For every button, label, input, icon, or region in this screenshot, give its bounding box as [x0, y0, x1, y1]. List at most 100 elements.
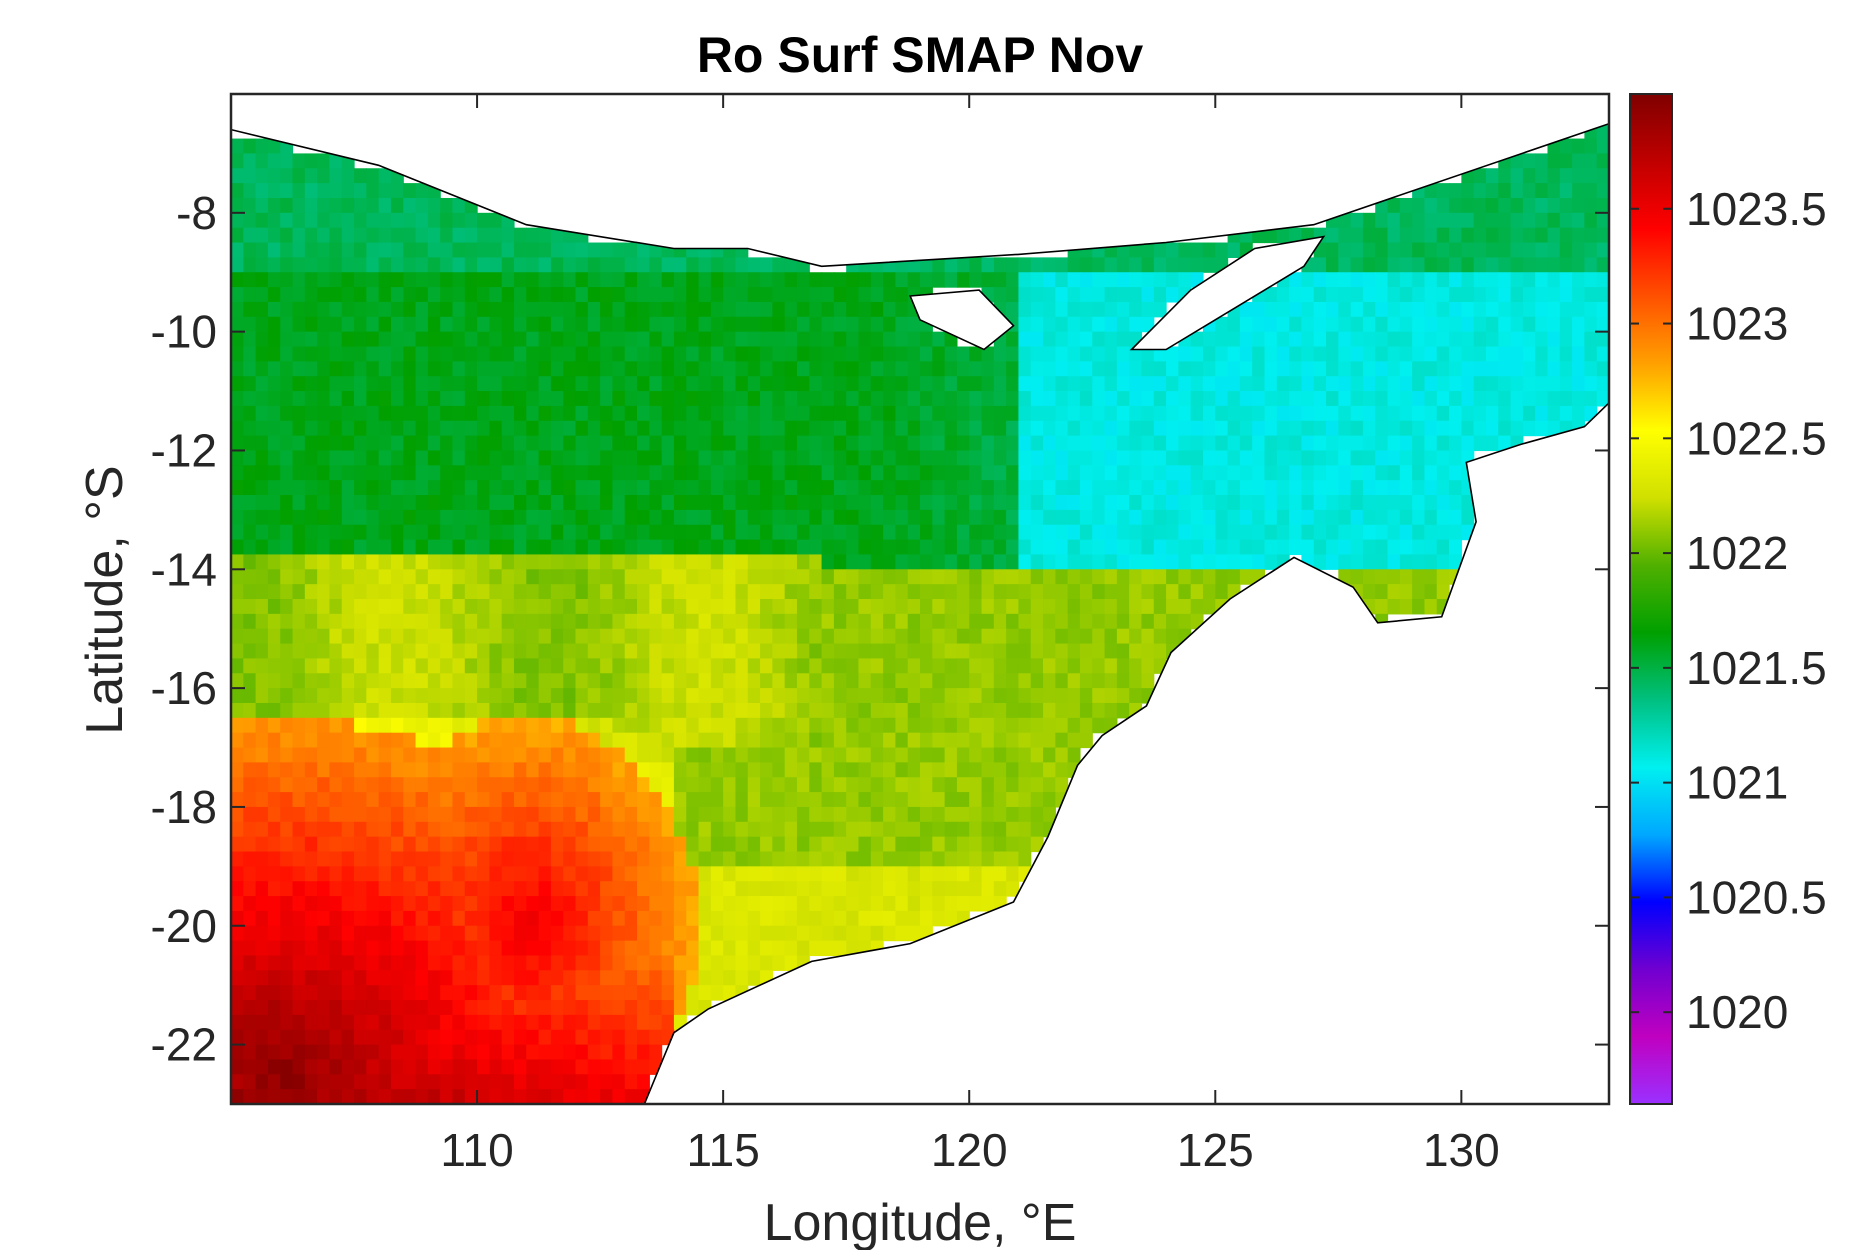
heatmap-cell: [624, 613, 638, 630]
heatmap-cell: [501, 777, 515, 793]
heatmap-cell: [796, 346, 810, 362]
heatmap-cell: [354, 806, 367, 823]
heatmap-cell: [587, 896, 601, 912]
heatmap-cell: [1264, 331, 1278, 348]
heatmap-cell: [231, 569, 244, 585]
heatmap-cell: [452, 197, 466, 214]
heatmap-cell: [1510, 376, 1524, 392]
heatmap-cell: [489, 702, 503, 719]
heatmap-cell: [501, 346, 515, 362]
heatmap-cell: [1264, 420, 1278, 437]
heatmap-cell: [440, 747, 454, 763]
heatmap-cell: [1153, 628, 1167, 645]
heatmap-cell: [1252, 301, 1266, 318]
heatmap-cell: [1116, 658, 1130, 674]
heatmap-cell: [956, 495, 970, 511]
heatmap-cell: [575, 821, 589, 838]
heatmap-cell: [772, 287, 786, 303]
heatmap-cell: [1412, 524, 1426, 541]
heatmap-cell: [1166, 613, 1179, 630]
heatmap-cell: [267, 346, 281, 362]
heatmap-cell: [403, 183, 417, 199]
heatmap-cell: [600, 405, 614, 422]
heatmap-cell: [735, 866, 749, 882]
heatmap-cell: [378, 1059, 392, 1075]
heatmap-cell: [784, 450, 798, 466]
heatmap-cell: [895, 509, 909, 526]
heatmap-cell: [932, 732, 946, 749]
heatmap-cell: [723, 554, 737, 570]
heatmap-cell: [993, 539, 1007, 556]
heatmap-cell: [956, 702, 970, 719]
heatmap-cell: [821, 287, 835, 303]
heatmap-cell: [895, 435, 909, 452]
heatmap-cell: [587, 717, 601, 734]
heatmap-cell: [1030, 732, 1044, 749]
heatmap-cell: [440, 1089, 454, 1104]
heatmap-cell: [846, 376, 860, 392]
heatmap-cell: [464, 301, 478, 318]
heatmap-cell: [637, 1044, 650, 1061]
heatmap-cell: [489, 762, 503, 778]
heatmap-cell: [563, 272, 577, 288]
heatmap-cell: [255, 1074, 269, 1090]
heatmap-cell: [317, 1089, 331, 1104]
heatmap-cell: [329, 242, 343, 258]
heatmap-cell: [563, 673, 577, 689]
heatmap-cell: [1522, 391, 1536, 407]
heatmap-cell: [415, 851, 429, 867]
heatmap-cell: [846, 420, 860, 437]
heatmap-cell: [415, 435, 429, 452]
heatmap-cell: [341, 316, 355, 333]
heatmap-cell: [341, 168, 355, 184]
heatmap-cell: [772, 346, 786, 362]
heatmap-cell: [600, 346, 614, 362]
heatmap-cell: [624, 866, 638, 882]
heatmap-cell: [317, 480, 331, 496]
heatmap-cell: [464, 227, 478, 244]
heatmap-cell: [907, 509, 921, 526]
heatmap-cell: [452, 717, 466, 734]
heatmap-cell: [710, 509, 724, 526]
heatmap-cell: [526, 881, 540, 897]
heatmap-cell: [944, 420, 958, 437]
heatmap-cell: [809, 866, 823, 882]
heatmap-cell: [1449, 183, 1462, 199]
heatmap-cell: [1572, 242, 1585, 258]
heatmap-cell: [231, 183, 244, 199]
heatmap-cell: [1153, 480, 1167, 496]
heatmap-cell: [1018, 613, 1032, 630]
heatmap-cell: [981, 851, 995, 867]
heatmap-cell: [1375, 242, 1389, 258]
heatmap-cell: [907, 450, 921, 466]
heatmap-cell: [501, 257, 515, 273]
heatmap-cell: [637, 955, 650, 971]
heatmap-cell: [600, 955, 614, 971]
heatmap-cell: [858, 391, 872, 407]
heatmap-cell: [231, 420, 244, 437]
heatmap-cell: [1067, 717, 1081, 734]
heatmap-cell: [1362, 554, 1376, 570]
heatmap-cell: [1018, 836, 1032, 853]
heatmap-cell: [956, 361, 970, 377]
heatmap-cell: [452, 287, 466, 303]
heatmap-cell: [723, 569, 737, 585]
heatmap-cell: [723, 346, 737, 362]
heatmap-cell: [1559, 212, 1573, 229]
heatmap-cell: [710, 777, 724, 793]
heatmap-cell: [637, 673, 650, 689]
heatmap-cell: [415, 821, 429, 838]
heatmap-cell: [1190, 569, 1204, 585]
heatmap-cell: [895, 688, 909, 704]
colorbar-tick-label: 1022: [1686, 527, 1788, 579]
heatmap-cell: [1079, 346, 1093, 362]
heatmap-cell: [1387, 599, 1401, 615]
heatmap-cell: [710, 806, 724, 823]
heatmap-cell: [538, 346, 552, 362]
heatmap-cell: [255, 227, 269, 244]
heatmap-cell: [723, 732, 737, 749]
heatmap-cell: [1030, 643, 1044, 660]
heatmap-cell: [969, 836, 983, 853]
heatmap-cell: [550, 762, 564, 778]
heatmap-cell: [698, 643, 712, 660]
